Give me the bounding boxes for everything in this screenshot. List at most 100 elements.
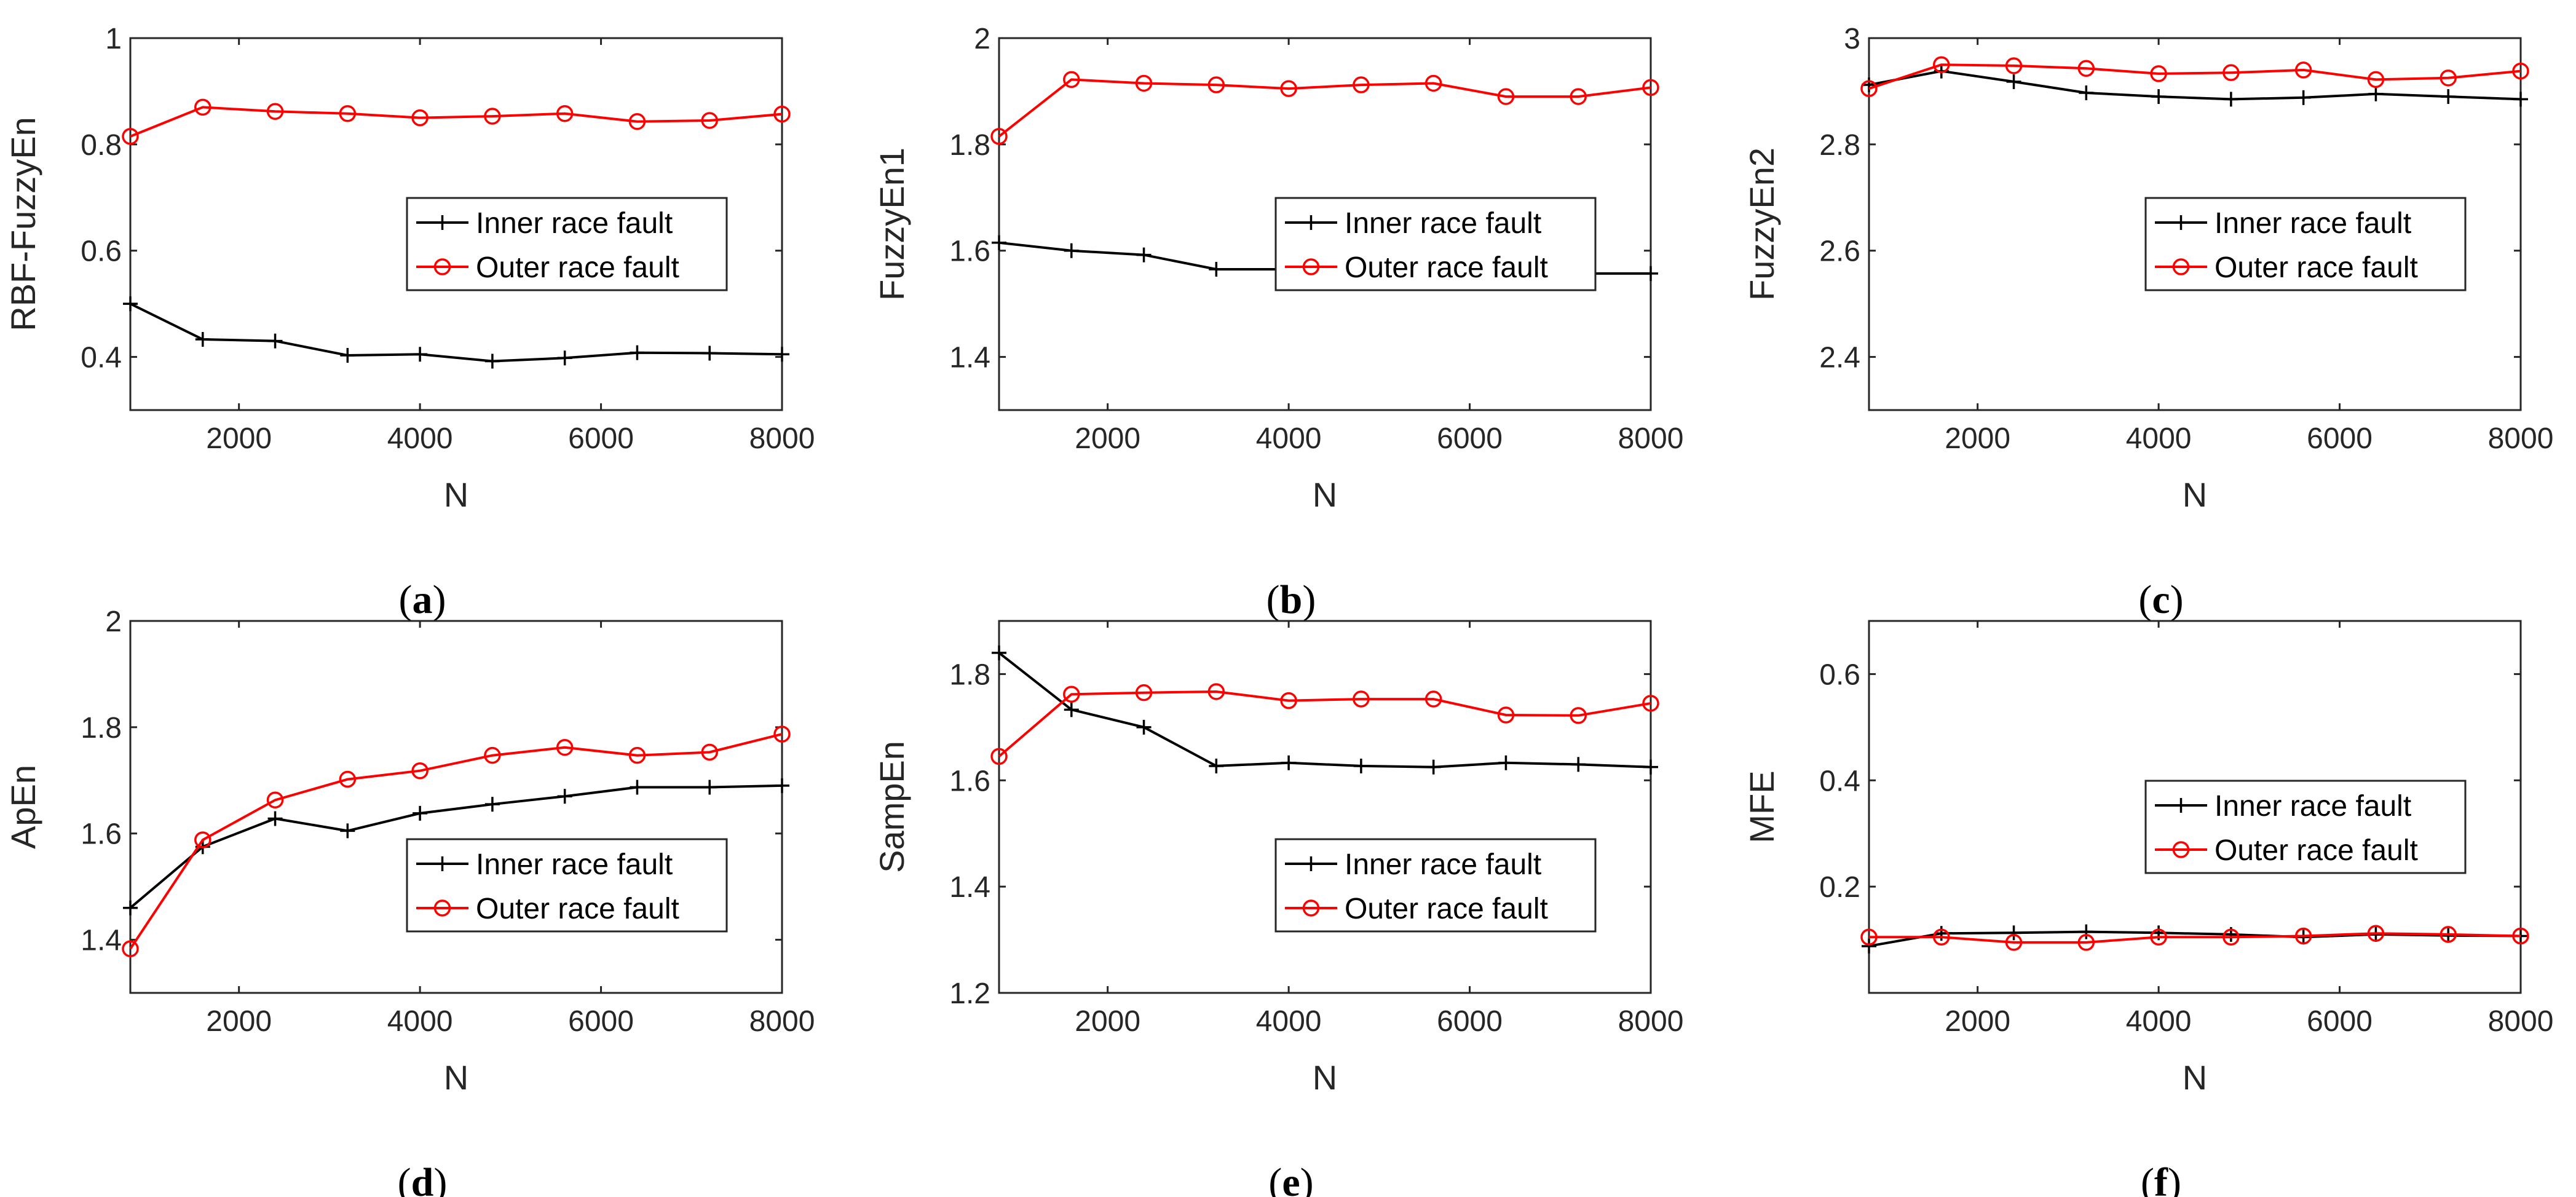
x-tick-label: 8000 [1618,422,1684,455]
chart-panel-e: 1.2 1.4 1.6 1.8 2000 4000 6000 8000 N SampEn Inner… [872,620,1683,1197]
series-line-outer [1868,63,2521,90]
data-point-inner [1209,758,1224,773]
y-tick-label: 2 [105,606,122,638]
data-point-outer [122,940,139,958]
data-point-outer [339,105,357,122]
data-point-outer [2512,62,2529,80]
data-point-inner [702,346,717,361]
y-tick-label: 1.4 [949,342,990,374]
y-axis-label: FuzzyEn2 [1742,148,1781,301]
data-point-inner [1498,755,1514,770]
data-point-inner [992,235,1006,250]
x-tick-label: 4000 [2126,1005,2192,1038]
legend-marker-circle [433,258,451,275]
y-tick-label: 2.4 [1819,342,1860,374]
y-tick-label: 0.2 [1819,871,1860,904]
y-tick-label: 0.4 [81,342,122,374]
data-point-inner [1571,757,1586,772]
y-tick-label: 1.6 [949,765,990,797]
data-point-outer [1642,695,1659,712]
y-tick-label: 0.4 [1819,765,1860,797]
data-point-inner [484,797,500,812]
series-line-outer [129,733,783,950]
legend-label: Outer race fault [1345,251,1548,284]
data-point-inner [557,789,572,804]
x-tick-label: 6000 [1437,422,1503,455]
series-line-outer [998,690,1651,757]
x-tick-label: 6000 [2307,1005,2373,1038]
y-tick-label: 1.6 [949,235,990,268]
legend: Inner race fault Outer race fault [2144,780,2467,874]
x-tick-label: 2000 [1945,1005,2010,1038]
y-tick-label: 1.4 [81,925,122,957]
x-tick-label: 2000 [1075,1005,1140,1038]
y-axis-label: SampEn [872,741,911,873]
data-point-outer [2005,934,2023,951]
legend: Inner race fault Outer race fault [1274,838,1597,933]
x-axis-label: N [444,475,468,514]
x-tick-label: 2000 [1945,422,2010,455]
data-point-outer [628,746,646,764]
x-tick-label: 2000 [206,422,272,455]
data-point-outer [1135,684,1153,701]
data-point-inner [2513,92,2528,107]
y-tick-label: 2.8 [1819,129,1860,162]
data-point-outer [2367,71,2385,89]
data-point-outer [990,748,1008,765]
x-tick-label: 4000 [2126,422,2192,455]
x-tick-label: 4000 [1256,1005,1322,1038]
data-point-outer [1642,79,1659,97]
y-axis-label: MFE [1742,770,1781,843]
data-point-outer [628,113,646,130]
x-tick-label: 6000 [568,422,634,455]
data-point-outer [1063,71,1080,89]
plot-area [998,620,1652,994]
chart-panel-c: 2.4 2.6 2.8 3 2000 4000 6000 8000 N FuzzyEn2 Inner… [1742,23,2553,622]
data-point-outer [1424,690,1442,708]
data-point-outer [2440,926,2457,943]
data-point-inner [1862,938,1876,954]
x-axis-label: N [2183,475,2207,514]
data-point-outer [2077,934,2095,951]
data-point-outer [1933,928,1950,946]
data-point-inner [1862,77,1876,93]
data-point-outer [2005,57,2023,74]
chart-panel-d: 1.4 1.6 1.8 2 2000 4000 6000 8000 N ApEn Inner rac… [4,606,815,1197]
data-point-inner [1064,702,1079,717]
legend-label: Inner race fault [1345,207,1541,240]
x-tick-label: 8000 [2488,422,2554,455]
data-point-inner [1136,247,1152,263]
data-point-outer [2150,65,2167,82]
data-point-inner [2151,89,2167,105]
legend-box [406,197,728,291]
data-point-inner [992,645,1006,660]
data-point-inner [2441,89,2456,105]
data-point-outer [1860,80,1878,97]
legend-label: Outer race fault [2214,251,2418,284]
data-point-outer [1207,76,1225,93]
x-tick-label: 8000 [749,1005,815,1038]
series-line-inner [998,652,1651,768]
data-point-outer [1280,692,1297,709]
legend: Inner race fault Outer race fault [1274,197,1597,291]
data-point-outer [701,743,718,761]
data-point-inner [630,345,645,360]
data-point-inner [630,780,645,795]
data-point-outer [266,791,284,809]
y-axis-label: ApEn [4,765,42,849]
y-tick-label: 1.8 [949,658,990,691]
x-tick-label: 2000 [1075,422,1140,455]
legend-marker-circle [433,899,451,917]
legend-box [2144,197,2467,291]
data-point-outer [484,746,501,764]
data-point-outer [990,128,1008,145]
x-tick-label: 4000 [387,1005,453,1038]
data-point-outer [1280,80,1297,97]
series-line-inner [1868,69,2521,101]
x-tick-label: 8000 [2488,1005,2554,1038]
data-point-outer [773,725,791,743]
legend-label: Outer race fault [2214,834,2418,867]
data-point-inner [2079,85,2094,101]
data-point-inner [413,805,428,821]
y-tick-label: 1.4 [949,871,990,904]
